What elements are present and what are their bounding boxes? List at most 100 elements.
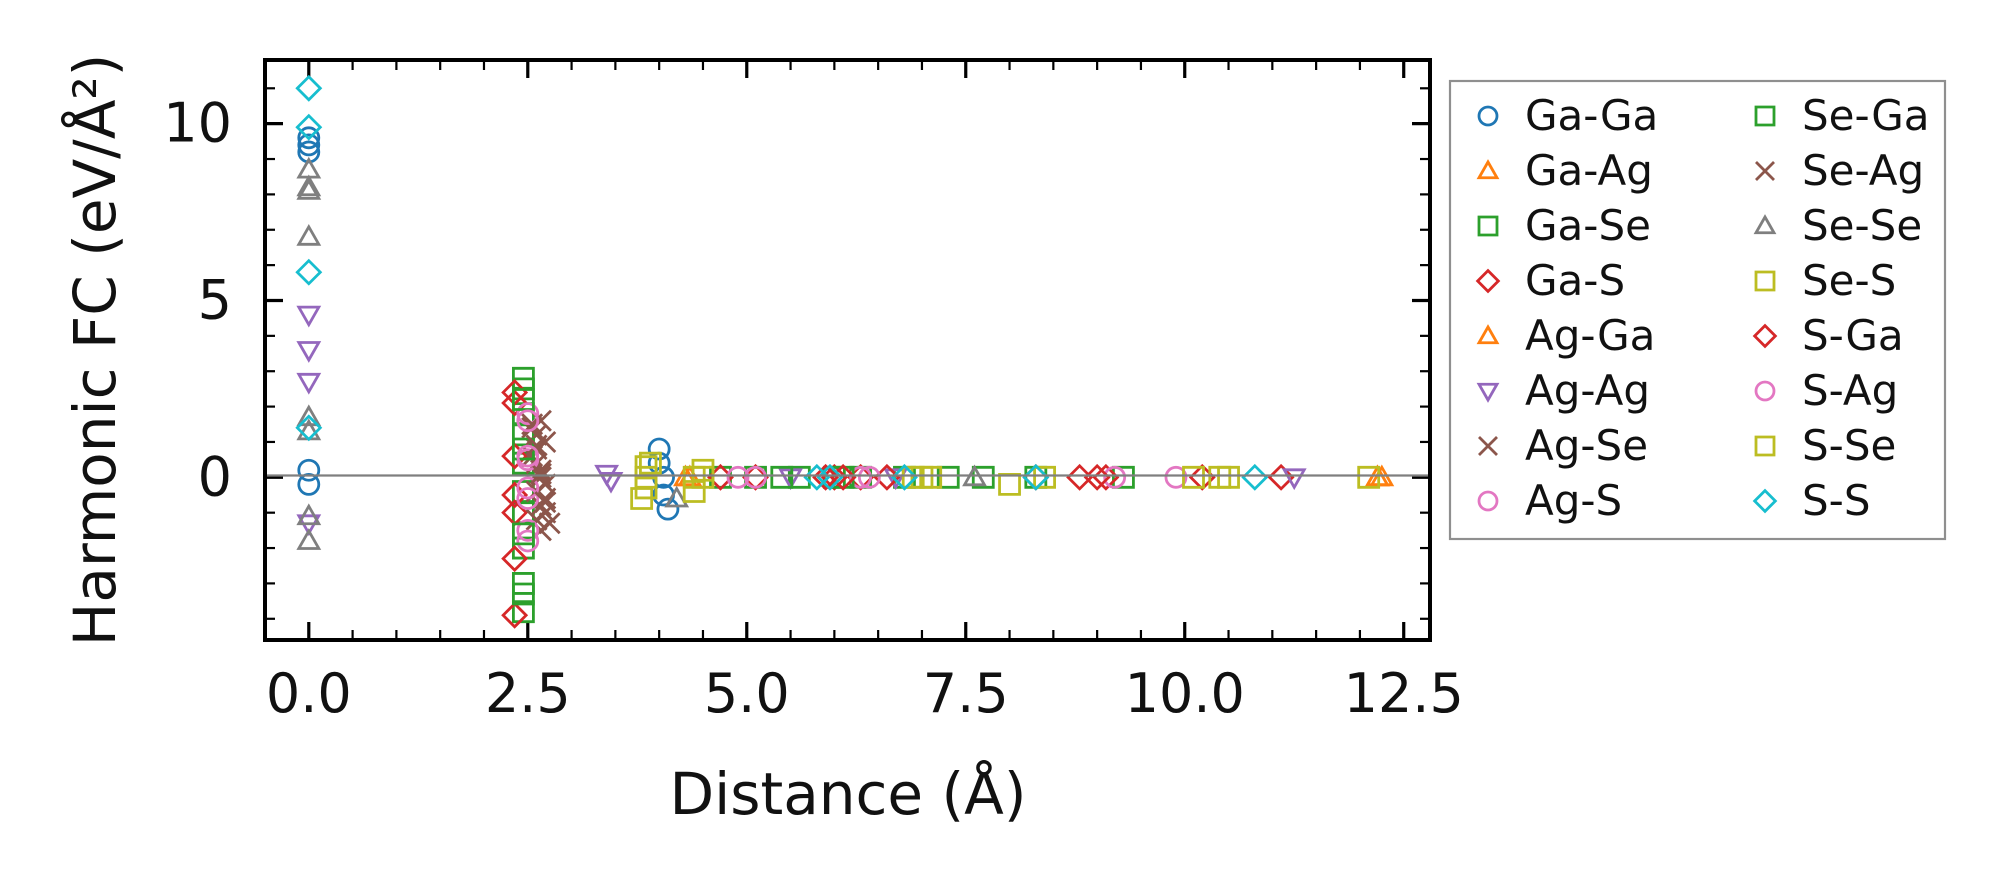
data-point <box>883 468 909 491</box>
data-point <box>516 529 540 553</box>
legend-marker <box>1755 161 1775 181</box>
legend-label: Ag-S <box>1525 476 1622 525</box>
legend-label: Ga-S <box>1525 256 1625 305</box>
legend-label: Se-S <box>1802 256 1896 305</box>
data-point <box>1217 465 1240 489</box>
y-tick-label: 5 <box>198 268 232 331</box>
legend-marker <box>1476 382 1500 403</box>
legend-label: Ag-Ga <box>1525 311 1655 360</box>
legend-marker <box>1477 215 1499 237</box>
legend-marker <box>1754 435 1776 457</box>
data-point <box>296 224 322 246</box>
y-tick-label: 0 <box>198 445 232 508</box>
data-point <box>296 404 322 427</box>
data-point <box>516 476 540 500</box>
data-point <box>770 465 794 489</box>
legend-item-ga-ag: Ga-Ag <box>1476 146 1653 195</box>
data-point <box>512 522 535 546</box>
data-point <box>630 487 654 510</box>
legend-box <box>1448 79 1947 541</box>
legend-item-ag-s: Ag-S <box>1477 476 1622 525</box>
data-point <box>525 434 548 457</box>
legend-item-ga-se: Ga-Se <box>1477 201 1651 250</box>
series-se-ag <box>521 413 561 535</box>
legend-item-se-ag: Se-Ag <box>1755 146 1924 195</box>
data-point <box>1281 468 1307 491</box>
data-point <box>1083 463 1111 491</box>
data-point <box>919 465 943 489</box>
data-point <box>512 437 535 461</box>
x-tick-label: 10.0 <box>1125 662 1245 725</box>
data-point <box>1208 465 1232 489</box>
data-point <box>829 463 857 491</box>
data-point <box>538 512 561 535</box>
data-point <box>803 463 831 491</box>
data-point <box>516 518 540 542</box>
x-tick-label: 0.0 <box>266 662 352 725</box>
data-point <box>501 601 529 629</box>
legend-item-ag-ag: Ag-Ag <box>1476 366 1650 415</box>
data-point <box>516 409 540 433</box>
data-point <box>501 389 529 417</box>
data-point <box>296 178 322 200</box>
x-tick-label: 2.5 <box>485 662 571 725</box>
data-point <box>812 463 840 491</box>
data-point <box>1066 463 1094 491</box>
data-point <box>682 480 706 503</box>
legend-item-ag-ga: Ag-Ga <box>1476 311 1655 360</box>
legend-label: S-Ag <box>1802 366 1898 415</box>
data-point <box>1267 463 1295 491</box>
data-point <box>297 458 321 482</box>
series-s-s <box>295 74 1269 491</box>
x-tick-label: 5.0 <box>704 662 790 725</box>
y-axis-tick-labels: 0 5 10 <box>163 92 232 509</box>
data-point <box>296 528 322 550</box>
data-point <box>295 113 323 141</box>
data-point <box>516 402 540 426</box>
legend-item-s-ga: S-Ga <box>1752 311 1904 360</box>
data-point <box>512 582 535 606</box>
data-point <box>295 414 323 442</box>
data-point <box>501 545 529 573</box>
data-point <box>295 74 323 102</box>
data-point <box>1357 465 1381 489</box>
legend: Ga-Ga Ga-Ag Ga-Se Ga-S Ag-Ga Ag-Ag Ag-Se Ag-S Se… <box>1448 79 1947 541</box>
data-point <box>1241 463 1269 491</box>
data-point <box>691 465 715 489</box>
legend-label: Ga-Se <box>1525 201 1651 250</box>
x-tick-label: 12.5 <box>1344 662 1464 725</box>
legend-marker <box>1754 270 1776 292</box>
legend-marker <box>1476 159 1500 180</box>
data-point <box>295 258 323 286</box>
legend-label: S-S <box>1802 476 1870 525</box>
data-point <box>296 174 322 197</box>
legend-marker <box>1752 488 1778 514</box>
legend-item-s-s: S-S <box>1752 476 1870 525</box>
x-axis-tick-labels: 0.0 2.5 5.0 7.5 10.0 12.5 <box>266 662 1464 725</box>
data-point <box>512 388 535 411</box>
legend-item-se-s: Se-S <box>1754 256 1896 305</box>
x-axis-title: Distance (Å) <box>670 759 1027 828</box>
legend-label: Ga-Ag <box>1525 146 1653 195</box>
legend-item-s-ag: S-Ag <box>1754 366 1898 415</box>
legend-marker <box>1754 105 1776 127</box>
legend-marker <box>1752 323 1778 349</box>
data-point <box>664 485 690 508</box>
data-point <box>816 463 844 491</box>
data-point <box>297 126 321 150</box>
data-point <box>849 465 873 489</box>
data-point <box>857 465 881 489</box>
data-point <box>297 472 321 496</box>
legend-marker <box>1477 105 1499 127</box>
data-point <box>726 465 750 489</box>
data-point <box>529 462 552 485</box>
data-point <box>656 497 680 521</box>
legend-item-ga-s: Ga-S <box>1475 256 1625 305</box>
legend-marker <box>1753 214 1777 235</box>
legend-label: S-Se <box>1802 421 1896 470</box>
data-point <box>296 503 322 526</box>
data-point <box>1022 463 1050 491</box>
series-ag-s <box>516 402 1188 553</box>
legend-item-se-se: Se-Se <box>1753 201 1922 250</box>
